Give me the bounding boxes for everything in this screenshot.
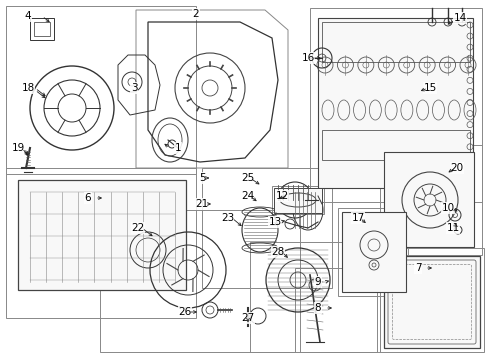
Bar [337, 208, 407, 296]
Text: 17: 17 [351, 213, 364, 223]
Bar [18, 180, 185, 290]
Bar [317, 18, 472, 188]
Bar [6, 168, 196, 318]
Text: 21: 21 [195, 199, 208, 209]
Bar [321, 22, 469, 62]
Bar [383, 152, 473, 247]
Bar [100, 210, 299, 352]
Text: 3: 3 [130, 83, 137, 93]
Text: 12: 12 [275, 191, 288, 201]
Text: 10: 10 [441, 203, 454, 213]
Bar [34, 22, 50, 36]
Text: 6: 6 [84, 193, 91, 203]
Bar [202, 168, 331, 288]
Bar [379, 248, 483, 352]
Text: 18: 18 [21, 83, 35, 93]
Text: 4: 4 [24, 11, 31, 21]
Text: 26: 26 [178, 307, 191, 317]
Text: 13: 13 [268, 217, 281, 227]
Text: 20: 20 [449, 163, 463, 173]
Text: 16: 16 [301, 53, 314, 63]
Bar [30, 18, 54, 40]
Bar [249, 242, 379, 352]
Text: 14: 14 [452, 13, 466, 23]
Text: 8: 8 [314, 303, 321, 313]
Bar [271, 186, 324, 214]
Text: 25: 25 [241, 173, 254, 183]
Text: 11: 11 [446, 223, 459, 233]
Bar [383, 256, 479, 348]
Bar [321, 130, 469, 160]
Text: 7: 7 [414, 263, 421, 273]
Bar [294, 268, 376, 352]
Text: 22: 22 [131, 223, 144, 233]
Bar [273, 188, 321, 213]
Text: 15: 15 [423, 83, 436, 93]
Text: 27: 27 [241, 313, 254, 323]
Text: 9: 9 [314, 277, 321, 287]
Text: 23: 23 [221, 213, 234, 223]
Text: 5: 5 [198, 173, 205, 183]
Bar [341, 212, 405, 292]
Text: 19: 19 [11, 143, 24, 153]
Bar [6, 6, 196, 174]
Text: 1: 1 [174, 143, 181, 153]
Text: 28: 28 [271, 247, 284, 257]
Text: 2: 2 [192, 9, 199, 19]
Text: 24: 24 [241, 191, 254, 201]
